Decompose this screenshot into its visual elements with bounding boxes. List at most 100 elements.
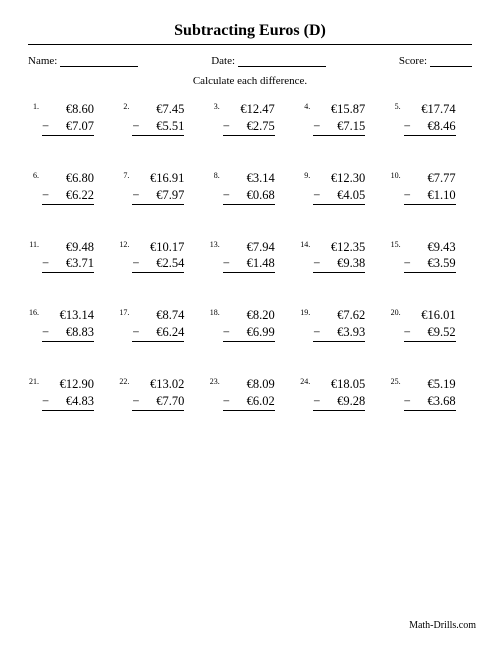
problem: 1.€8.60−€7.07 (28, 101, 110, 136)
problem: 2.€7.45−€5.51 (118, 101, 200, 136)
minuend: €8.09 (247, 376, 275, 393)
problem-body: €18.05−€9.28 (313, 376, 365, 411)
minus-sign: − (223, 255, 230, 272)
problem: 20.€16.01−€9.52 (390, 307, 472, 342)
minus-sign: − (132, 255, 139, 272)
meta-row: Name: Date: Score: (28, 55, 472, 67)
problem: 15.€9.43−€3.59 (390, 239, 472, 274)
problem: 19.€7.62−€3.93 (299, 307, 381, 342)
minus-sign: − (132, 118, 139, 135)
problem: 3.€12.47−€2.75 (209, 101, 291, 136)
problem-body: €5.19−€3.68 (404, 376, 456, 411)
minuend: €12.35 (331, 239, 365, 256)
subtrahend: €3.71 (51, 255, 94, 272)
problem-body: €12.30−€4.05 (313, 170, 365, 205)
name-field: Name: (28, 55, 138, 67)
subtrahend: €0.68 (232, 187, 275, 204)
subtrahend: €6.22 (51, 187, 94, 204)
problem: 17.€8.74−€6.24 (118, 307, 200, 342)
minuend: €8.60 (66, 101, 94, 118)
subtrahend: €3.59 (413, 255, 456, 272)
date-label: Date: (211, 55, 235, 67)
minus-sign: − (313, 187, 320, 204)
subtrahend-row: −€9.52 (404, 324, 456, 342)
subtrahend-row: −€6.22 (42, 187, 94, 205)
problem-number: 2. (118, 101, 132, 111)
minuend: €7.94 (247, 239, 275, 256)
subtrahend-row: −€2.54 (132, 255, 184, 273)
subtrahend-row: −€6.99 (223, 324, 275, 342)
problem-body: €9.43−€3.59 (404, 239, 456, 274)
problem: 7.€16.91−€7.97 (118, 170, 200, 205)
problem-body: €13.14−€8.83 (42, 307, 94, 342)
problem: 8.€3.14−€0.68 (209, 170, 291, 205)
subtrahend-row: −€3.68 (404, 393, 456, 411)
problem-body: €9.48−€3.71 (42, 239, 94, 274)
subtrahend: €3.93 (322, 324, 365, 341)
problem: 21.€12.90−€4.83 (28, 376, 110, 411)
minus-sign: − (404, 324, 411, 341)
subtrahend: €9.38 (322, 255, 365, 272)
minuend: €17.74 (421, 101, 455, 118)
problem-body: €8.20−€6.99 (223, 307, 275, 342)
minuend: €18.05 (331, 376, 365, 393)
problem: 9.€12.30−€4.05 (299, 170, 381, 205)
minuend: €6.80 (66, 170, 94, 187)
problem-number: 9. (299, 170, 313, 180)
minus-sign: − (313, 324, 320, 341)
problem-body: €3.14−€0.68 (223, 170, 275, 205)
minus-sign: − (42, 255, 49, 272)
problem-body: €12.35−€9.38 (313, 239, 365, 274)
minus-sign: − (313, 118, 320, 135)
problem-number: 17. (118, 307, 132, 317)
problem-body: €15.87−€7.15 (313, 101, 365, 136)
problem-body: €12.90−€4.83 (42, 376, 94, 411)
subtrahend-row: −€9.38 (313, 255, 365, 273)
problem-number: 18. (209, 307, 223, 317)
subtrahend: €9.52 (413, 324, 456, 341)
subtrahend: €7.97 (141, 187, 184, 204)
problem-body: €7.62−€3.93 (313, 307, 365, 342)
subtrahend-row: −€7.70 (132, 393, 184, 411)
minuend: €3.14 (247, 170, 275, 187)
subtrahend: €7.70 (141, 393, 184, 410)
problem-body: €10.17−€2.54 (132, 239, 184, 274)
minus-sign: − (223, 118, 230, 135)
minuend: €9.48 (66, 239, 94, 256)
problem-number: 15. (390, 239, 404, 249)
score-blank (430, 56, 472, 67)
problem-body: €6.80−€6.22 (42, 170, 94, 205)
score-label: Score: (399, 55, 427, 67)
subtrahend: €8.83 (51, 324, 94, 341)
problem: 12.€10.17−€2.54 (118, 239, 200, 274)
problem-body: €16.91−€7.97 (132, 170, 184, 205)
subtrahend-row: −€8.46 (404, 118, 456, 136)
name-blank (60, 56, 138, 67)
minus-sign: − (404, 255, 411, 272)
subtrahend: €4.05 (322, 187, 365, 204)
problem-body: €13.02−€7.70 (132, 376, 184, 411)
minus-sign: − (313, 393, 320, 410)
problem-number: 22. (118, 376, 132, 386)
subtrahend-row: −€2.75 (223, 118, 275, 136)
subtrahend-row: −€4.05 (313, 187, 365, 205)
minus-sign: − (223, 324, 230, 341)
subtrahend-row: −€6.24 (132, 324, 184, 342)
subtrahend: €6.24 (141, 324, 184, 341)
minus-sign: − (404, 393, 411, 410)
problem-number: 16. (28, 307, 42, 317)
problem-body: €7.94−€1.48 (223, 239, 275, 274)
problem: 14.€12.35−€9.38 (299, 239, 381, 274)
subtrahend: €8.46 (413, 118, 456, 135)
score-field: Score: (399, 55, 472, 67)
minuend: €8.20 (247, 307, 275, 324)
subtrahend-row: −€1.10 (404, 187, 456, 205)
problem-body: €7.45−€5.51 (132, 101, 184, 136)
subtrahend: €1.10 (413, 187, 456, 204)
minuend: €12.47 (240, 101, 274, 118)
problem: 6.€6.80−€6.22 (28, 170, 110, 205)
subtrahend-row: −€5.51 (132, 118, 184, 136)
minuend: €13.14 (60, 307, 94, 324)
minus-sign: − (223, 187, 230, 204)
subtrahend-row: −€9.28 (313, 393, 365, 411)
